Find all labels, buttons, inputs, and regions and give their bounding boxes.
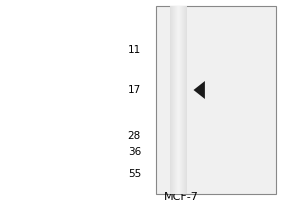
Polygon shape — [194, 81, 205, 99]
Text: 11: 11 — [128, 45, 141, 55]
Text: 36: 36 — [128, 147, 141, 157]
Text: 17: 17 — [128, 85, 141, 95]
Text: 28: 28 — [128, 131, 141, 141]
Bar — [170, 150, 187, 154]
Text: 55: 55 — [128, 169, 141, 179]
Bar — [156, 6, 276, 194]
Bar — [170, 87, 187, 93]
Text: MCF-7: MCF-7 — [164, 192, 199, 200]
